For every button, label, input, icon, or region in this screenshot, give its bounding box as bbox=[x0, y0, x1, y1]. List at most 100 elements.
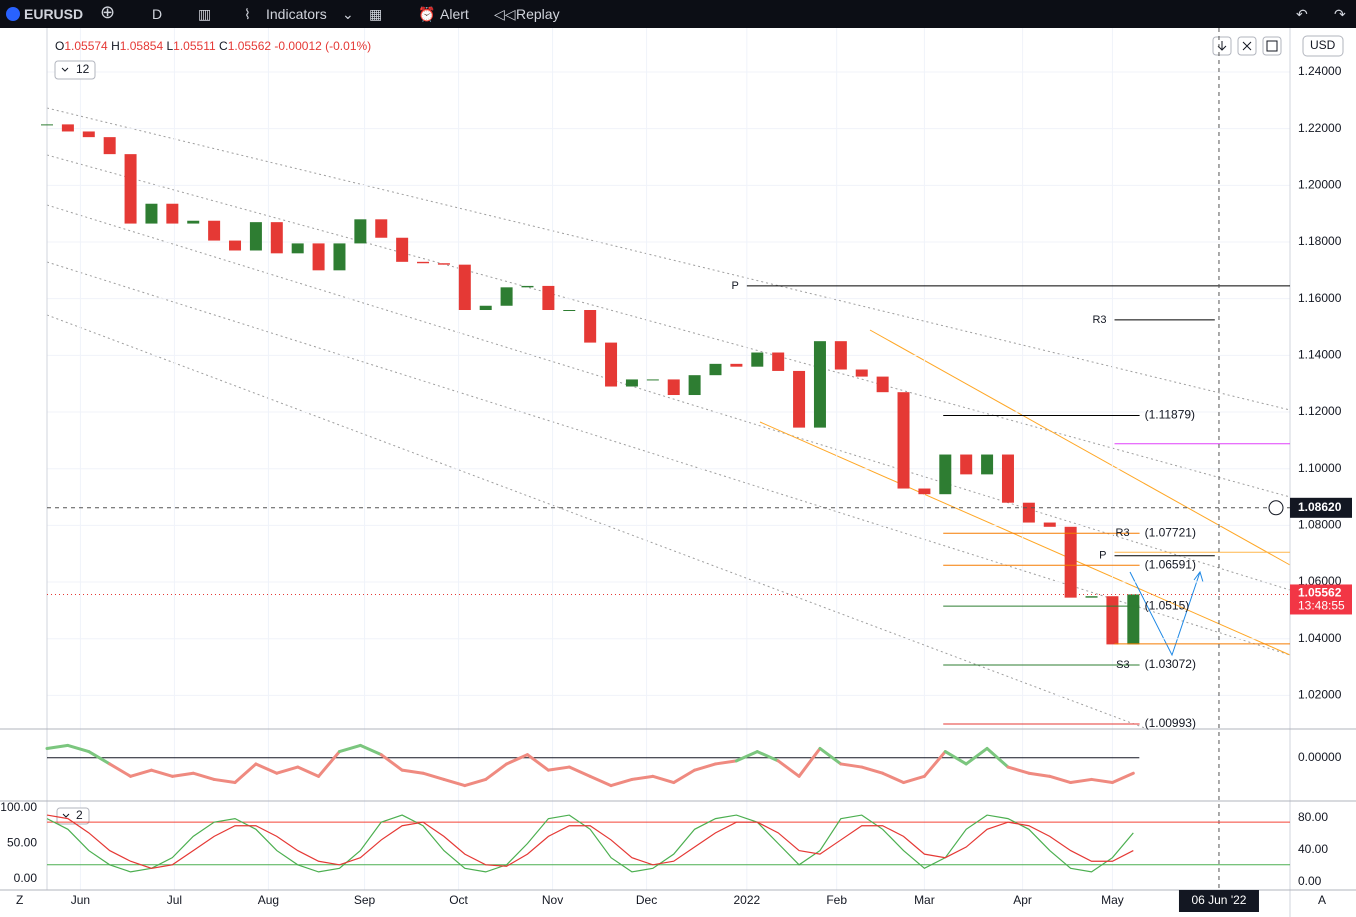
indicators-toggle[interactable] bbox=[54, 60, 96, 80]
undo[interactable]: ↶ bbox=[1296, 6, 1308, 22]
osc-segment bbox=[567, 765, 592, 778]
countdown: 13:48:55 bbox=[1298, 599, 1345, 613]
level-label: (1.0515) bbox=[1145, 598, 1190, 612]
candle-body bbox=[918, 488, 931, 495]
indicators-toggle[interactable] bbox=[56, 807, 90, 825]
replay-icon: ◁◁ bbox=[494, 6, 516, 22]
candle-body bbox=[103, 137, 116, 155]
ohlc-legend: O1.05574 H1.05854 L1.05511 C1.05562 -0.0… bbox=[55, 39, 371, 53]
osc-segment bbox=[317, 750, 341, 778]
y2-tick-label: 80.00 bbox=[1298, 810, 1328, 824]
chart-style[interactable]: ▥ bbox=[198, 6, 212, 22]
add-symbol[interactable]: ⊕ bbox=[100, 2, 116, 22]
candle-body bbox=[458, 264, 471, 311]
osc-segment bbox=[233, 762, 258, 785]
icon bbox=[61, 67, 69, 72]
osc-segment bbox=[108, 762, 133, 778]
icon bbox=[1242, 41, 1252, 51]
x-tick-label: Dec bbox=[636, 893, 657, 907]
scale-button[interactable]: A bbox=[1318, 893, 1326, 907]
osc-segment bbox=[1090, 777, 1114, 785]
osc-segment bbox=[630, 774, 655, 781]
trend-line bbox=[759, 421, 1291, 656]
high-tag: H bbox=[111, 39, 120, 53]
x-tick-label: Jun bbox=[71, 893, 90, 907]
osc-segment bbox=[525, 753, 550, 772]
toolbar: EURUSD ⊕ D ▥ ⌇ Indicators ⌄ ▦ ⏰ Alert ◁◁… bbox=[0, 0, 1356, 28]
osc-segment bbox=[776, 759, 801, 778]
candle-body bbox=[981, 454, 994, 475]
y-tick-label: 1.14000 bbox=[1298, 348, 1342, 362]
candle-body bbox=[772, 352, 785, 371]
open-tag: O bbox=[55, 39, 65, 53]
osc-segment bbox=[379, 753, 404, 772]
indicator-count: 12 bbox=[76, 62, 90, 76]
alert[interactable]: Alert bbox=[440, 6, 469, 22]
y-tick-label: 100.00 bbox=[0, 800, 37, 814]
candle-body bbox=[667, 379, 680, 396]
pane-buttons[interactable]: USD 12 2 bbox=[54, 35, 1344, 825]
osc-segment bbox=[484, 762, 509, 781]
candle-body bbox=[793, 370, 806, 428]
indicators-menu[interactable]: ⌄ bbox=[342, 6, 354, 22]
indicators-icon: ⌇ bbox=[244, 6, 251, 22]
candle-body bbox=[1085, 596, 1098, 598]
candle-body bbox=[1022, 502, 1035, 523]
osc-segment bbox=[296, 765, 321, 778]
redo[interactable]: ↷ bbox=[1334, 6, 1346, 22]
last-price: 1.05562 bbox=[1298, 586, 1342, 600]
candle-body bbox=[500, 287, 513, 306]
y-tick-label: 1.22000 bbox=[1298, 121, 1342, 135]
osc-segment bbox=[129, 768, 153, 778]
candle-body bbox=[646, 379, 659, 381]
osc-segment bbox=[212, 777, 237, 785]
y-tick-label: 1.20000 bbox=[1298, 177, 1342, 191]
channel-line bbox=[46, 204, 1291, 591]
osc-segment bbox=[254, 762, 279, 775]
candle-body bbox=[584, 310, 597, 343]
osc-segment bbox=[818, 746, 843, 766]
level-label: (1.00993) bbox=[1145, 716, 1196, 730]
y2-tick-label: 0.00 bbox=[1298, 874, 1322, 888]
osc-segment bbox=[651, 774, 676, 785]
symbol-icon bbox=[6, 7, 20, 21]
interval[interactable]: D bbox=[152, 6, 163, 22]
x-tick-label: Mar bbox=[914, 893, 935, 907]
level-label: (1.07721) bbox=[1145, 525, 1196, 539]
y-tick-label: 0.00 bbox=[14, 871, 38, 885]
icon bbox=[62, 813, 70, 818]
button[interactable] bbox=[1262, 36, 1282, 56]
currency-button[interactable] bbox=[1302, 35, 1344, 57]
osc-segment bbox=[714, 759, 738, 766]
candle-body bbox=[897, 392, 910, 489]
candle-body bbox=[333, 243, 346, 271]
replay[interactable]: Replay bbox=[516, 6, 560, 22]
osc-segment bbox=[860, 765, 885, 775]
layouts[interactable]: ▦ bbox=[369, 6, 383, 22]
osc-segment bbox=[588, 774, 613, 788]
candle-body bbox=[834, 341, 847, 370]
x-tick-label: May bbox=[1101, 893, 1124, 907]
osc-segment bbox=[87, 750, 112, 766]
candle-body bbox=[291, 243, 304, 254]
candle-body bbox=[688, 375, 701, 396]
candle-body bbox=[625, 379, 638, 387]
candle-body bbox=[437, 263, 450, 265]
scale-button[interactable]: Z bbox=[16, 893, 23, 907]
osc-segment bbox=[421, 771, 446, 781]
candle-body bbox=[82, 131, 95, 138]
osc-segment bbox=[881, 771, 906, 785]
y-tick-label: 1.08000 bbox=[1298, 518, 1342, 532]
osc-segment bbox=[149, 768, 174, 778]
low: 1.05511 bbox=[173, 39, 216, 53]
osc-segment bbox=[505, 753, 529, 766]
symbol[interactable]: EURUSD bbox=[24, 6, 84, 22]
y-tick-label: 1.24000 bbox=[1298, 64, 1342, 78]
candle-body bbox=[187, 220, 200, 224]
x-tick-label: Aug bbox=[258, 893, 279, 907]
indicators[interactable]: Indicators bbox=[266, 6, 327, 22]
candle-body bbox=[396, 237, 409, 262]
osc-segment bbox=[839, 762, 864, 769]
